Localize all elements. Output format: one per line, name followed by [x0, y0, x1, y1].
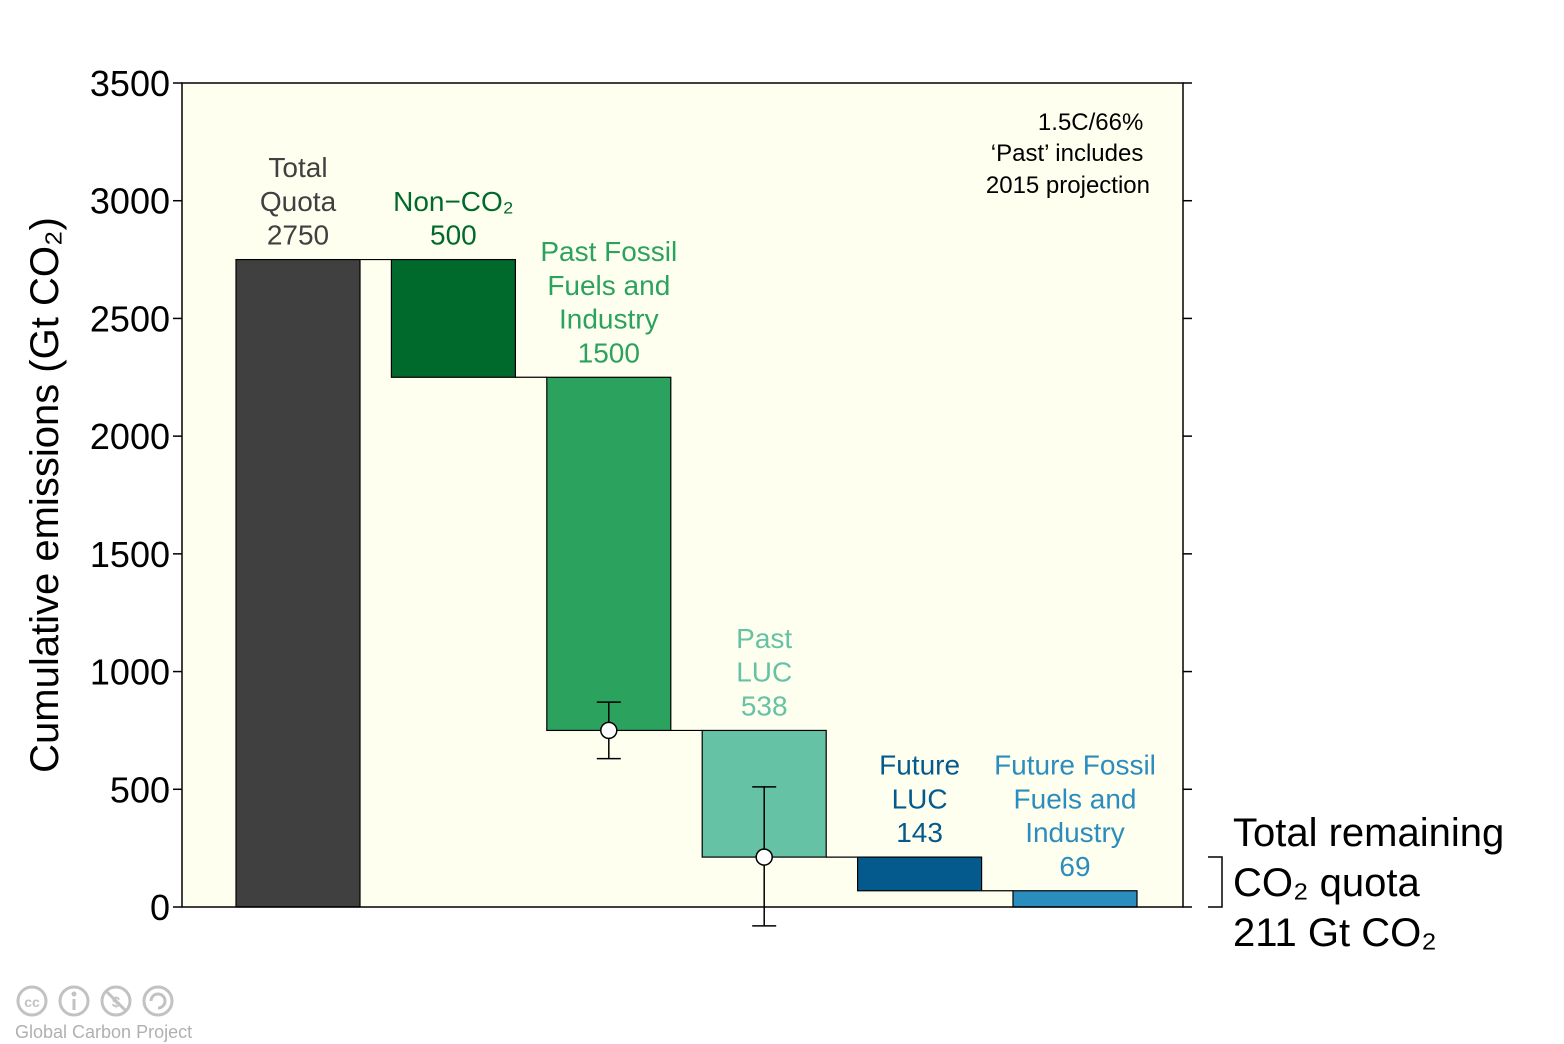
bar-label-line: Future Fossil — [994, 750, 1156, 781]
y-tick-label: 3000 — [90, 181, 170, 222]
bar-label-line: 143 — [896, 817, 943, 848]
attribution-icon — [58, 985, 90, 1017]
bar-label-line: 538 — [741, 690, 788, 721]
bar-label-line: 1500 — [578, 337, 640, 368]
bar-label-line: Non−CO₂ — [393, 186, 514, 217]
sharealike-icon — [142, 985, 174, 1017]
bar — [390, 258, 516, 378]
y-tick-label: 500 — [110, 769, 170, 810]
bar-label: Total Quota 2750 — [260, 152, 337, 250]
bar-label-line: Fuels and — [1014, 783, 1137, 814]
annotation-text: 1.5C/66% ‘Past’ includes 2015 projection — [986, 109, 1150, 199]
y-axis: 0 500 1000 1500 2000 2500 3000 3500 — [90, 63, 1192, 928]
y-tick-label: 2000 — [90, 416, 170, 457]
y-tick-label: 3500 — [90, 63, 170, 104]
bar-label-line: Fuels and — [547, 270, 670, 301]
bar-label-line: Past Fossil — [540, 236, 677, 267]
remaining-line: Total remaining — [1233, 811, 1504, 855]
bar-label-line: 2750 — [267, 220, 329, 251]
bar — [546, 376, 672, 732]
bar-label: Future Fossil Fuels and Industry 69 — [994, 750, 1156, 882]
bar-label-line: Quota — [260, 186, 337, 217]
y-axis-label: Cumulative emissions (Gt CO₂) — [23, 217, 67, 773]
remaining-quota-text: Total remaining CO₂ quota 211 Gt CO₂ — [1233, 811, 1515, 955]
bar — [235, 258, 361, 908]
bar-label-line: 69 — [1059, 851, 1090, 882]
bar-label-line: Future — [879, 750, 960, 781]
bar-label-line: Industry — [559, 304, 659, 335]
noncommercial-icon: $ — [100, 985, 132, 1017]
bar-label-line: Total — [268, 152, 327, 183]
bar-label-line: 500 — [430, 220, 477, 251]
y-tick-label: 1500 — [90, 534, 170, 575]
error-point — [755, 848, 773, 866]
y-tick-label: 1000 — [90, 652, 170, 693]
error-point — [600, 721, 618, 740]
bar-label: Future LUC 143 — [879, 750, 960, 848]
bars-layer — [235, 258, 1138, 908]
annotation-line: 1.5C/66% — [1038, 109, 1143, 136]
bar-label: Non−CO₂ 500 — [393, 186, 514, 251]
credit-text: Global Carbon Project — [15, 1022, 192, 1042]
remaining-bracket — [1208, 856, 1223, 908]
bar — [1012, 890, 1138, 908]
cc-icon: cc — [16, 985, 48, 1017]
bar-label-line: LUC — [892, 783, 948, 814]
bar — [856, 856, 983, 892]
remaining-line: CO₂ quota — [1233, 861, 1420, 905]
bar-label: Past Fossil Fuels and Industry 1500 — [540, 236, 677, 368]
annotation-line: ‘Past’ includes — [991, 140, 1144, 167]
plot-frame — [181, 82, 1184, 908]
remaining-line: 211 Gt CO₂ — [1233, 911, 1437, 955]
bar-label-line: LUC — [736, 657, 792, 688]
svg-text:cc: cc — [24, 994, 40, 1010]
bar-label-line: Industry — [1025, 817, 1125, 848]
bar-label: Past LUC 538 — [736, 623, 792, 721]
annotation-line: 2015 projection — [986, 172, 1150, 199]
y-tick-label: 2500 — [90, 298, 170, 339]
error-bars-layer — [596, 701, 777, 927]
y-tick-label: 0 — [150, 887, 170, 928]
license-icons: cc $ — [16, 985, 174, 1017]
bar-label-line: Past — [736, 623, 792, 654]
